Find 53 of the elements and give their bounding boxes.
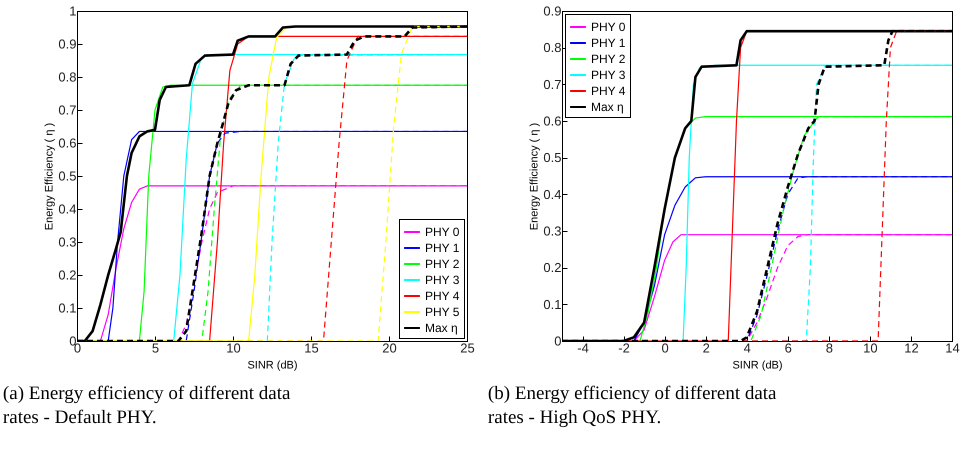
- y-tick-label: 0.1: [58, 300, 76, 316]
- x-tick-label: 4: [744, 340, 751, 356]
- y-tick-label: 0.9: [543, 4, 562, 18]
- legend-label: Max η: [591, 100, 624, 114]
- y-tick-label: 0.5: [543, 150, 562, 166]
- x-tick-label: 10: [226, 340, 241, 356]
- x-tick-label: 2: [702, 340, 710, 356]
- y-tick-label: 0.3: [543, 224, 562, 238]
- y-tick-label: 1: [69, 4, 76, 18]
- legend-label: PHY 1: [425, 241, 460, 255]
- x-tick-label: -2: [618, 340, 630, 356]
- legend-label: PHY 4: [591, 84, 626, 98]
- legend-label: PHY 0: [591, 20, 626, 34]
- y-tick-label: 0.4: [543, 186, 562, 202]
- legend-label: PHY 2: [591, 52, 626, 66]
- legend-label: PHY 3: [591, 68, 626, 82]
- legend-label: Max η: [425, 321, 458, 335]
- x-tick-label: 8: [826, 340, 833, 356]
- legend-label: PHY 4: [425, 289, 460, 303]
- y-tick-label: 0.6: [58, 136, 76, 150]
- y-tick-label: 0.5: [58, 168, 76, 184]
- y-tick-label: 0.7: [58, 102, 76, 118]
- legend-label: PHY 2: [425, 257, 460, 271]
- y-tick-label: 0.8: [543, 40, 562, 56]
- y-tick-label: 0.2: [58, 268, 76, 282]
- x-axis-title: SINR (dB): [732, 360, 783, 372]
- y-axis-title: Energy Efficiency ( η ): [43, 122, 56, 230]
- y-tick-label: 0.3: [58, 234, 76, 250]
- y-tick-label: 0.2: [543, 260, 562, 276]
- x-tick-label: 6: [784, 340, 792, 356]
- y-tick-label: 0.1: [543, 296, 562, 312]
- y-tick-label: 0.8: [58, 70, 76, 84]
- legend-label: PHY 0: [425, 225, 460, 239]
- x-tick-label: 10: [863, 340, 878, 356]
- x-tick-label: 20: [382, 340, 397, 356]
- x-axis-title: SINR (dB): [247, 360, 298, 372]
- y-axis-title: Energy Efficiency ( η ): [528, 122, 540, 230]
- x-tick-label: 5: [152, 340, 160, 356]
- x-tick-label: 12: [904, 340, 919, 356]
- x-tick-label: 15: [304, 340, 319, 356]
- text: (b) Energy efficiency of different data rates - High QoS PHY.: [488, 383, 778, 428]
- x-tick-label: 25: [460, 340, 475, 356]
- x-tick-label: 14: [945, 340, 960, 356]
- text: (a) Energy efficiency of different data rates - Default PHY.: [2, 383, 291, 428]
- legend-label: PHY 5: [425, 305, 460, 319]
- y-tick-label: 0.9: [58, 36, 76, 52]
- legend-label: PHY 3: [425, 273, 460, 287]
- y-tick-label: 0.7: [543, 76, 562, 92]
- x-tick-label: 0: [662, 340, 669, 356]
- x-tick-label: -4: [577, 340, 589, 356]
- y-tick-label: 0.4: [58, 202, 76, 216]
- y-tick-label: 0.6: [543, 114, 562, 128]
- legend-label: PHY 1: [591, 36, 626, 50]
